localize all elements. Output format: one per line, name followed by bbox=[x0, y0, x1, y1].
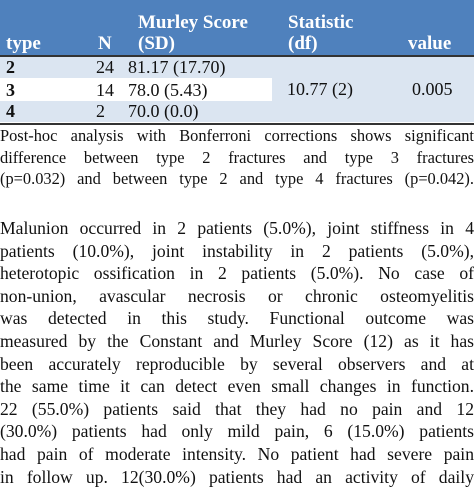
row-bg bbox=[0, 57, 272, 78]
header-cell: Statistic bbox=[288, 12, 354, 33]
header-row bbox=[0, 0, 474, 55]
header-cell: Murley Score bbox=[138, 12, 248, 33]
note-line: difference between type 2 fractures and … bbox=[0, 147, 474, 167]
table-cell: 0.005 bbox=[412, 79, 453, 99]
row-bg bbox=[0, 101, 272, 122]
header-cell: (SD) bbox=[138, 33, 175, 54]
paragraph-line: heterotopic ossification in 2 patients (… bbox=[0, 263, 474, 284]
row-bg bbox=[0, 80, 272, 101]
paragraph-line: (30.0%) patients had only mild pain, 6 (… bbox=[0, 421, 474, 442]
table-cell: 3 bbox=[6, 80, 15, 100]
paragraph-line: been accurately reproducible by several … bbox=[0, 353, 474, 374]
paragraph-line: Malunion occurred in 2 patients (5.0%), … bbox=[0, 218, 474, 238]
paragraph-line: measured by the Constant and Murley Scor… bbox=[0, 331, 474, 351]
header-cell: (df) bbox=[288, 33, 318, 54]
table-cell: 2 bbox=[6, 57, 15, 77]
merged-bg bbox=[272, 57, 474, 122]
header-cell: type bbox=[6, 33, 41, 54]
paragraph-line: had pain of moderate intensity. No patie… bbox=[0, 444, 474, 464]
table-cell: 70.0 (0.0) bbox=[128, 101, 199, 121]
header-cell: value bbox=[408, 33, 452, 54]
note-line: Post-hoc analysis with Bonferroni correc… bbox=[0, 126, 474, 145]
table-cell: 10.77 (2) bbox=[287, 79, 353, 99]
paragraph-line: in follow up. 12(30.0%) patients had an … bbox=[0, 466, 474, 487]
note-line: (p=0.032) and between type 2 and type 4 … bbox=[0, 169, 474, 188]
table-cell: 4 bbox=[6, 101, 15, 121]
table-border bbox=[0, 55, 474, 57]
table-border bbox=[0, 123, 474, 125]
table-cell: 78.0 (5.43) bbox=[128, 80, 208, 100]
table-cell: 24 bbox=[96, 57, 114, 77]
paragraph-line: non-union, avascular necrosis or chronic… bbox=[0, 285, 474, 306]
paragraph-line: the same time it can detect even small c… bbox=[0, 376, 474, 397]
table-cell: 14 bbox=[96, 80, 114, 100]
table-cell: 81.17 (17.70) bbox=[128, 57, 226, 77]
header-cell: N bbox=[98, 33, 112, 54]
paragraph-line: 22 (55.0%) patients said that they had n… bbox=[0, 398, 474, 419]
table-cell: 2 bbox=[96, 101, 105, 121]
paragraph-line: was detected in this study. Functional o… bbox=[0, 308, 474, 329]
paragraph-line: patients (10.0%), joint instability in 2… bbox=[0, 240, 474, 261]
